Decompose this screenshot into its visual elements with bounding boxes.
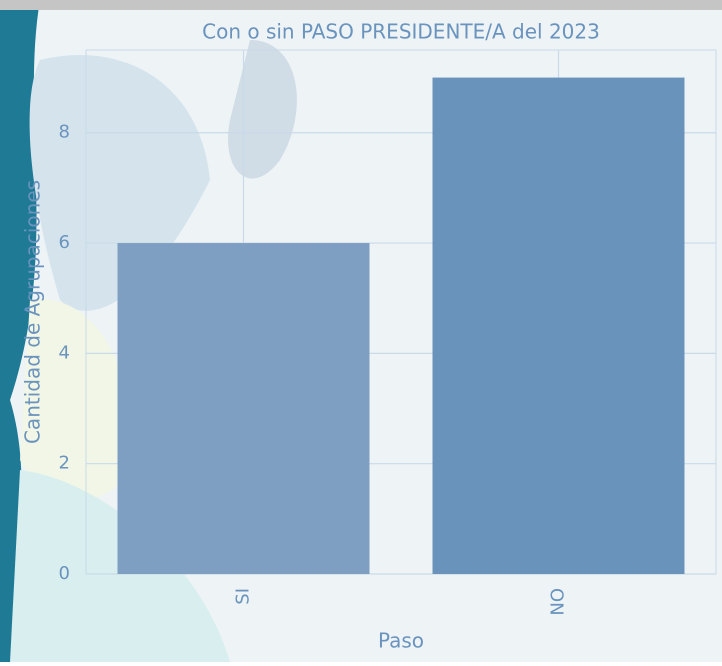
- y-tick-label: 8: [59, 122, 70, 143]
- bar: [117, 243, 370, 575]
- map-shape: [228, 40, 297, 179]
- y-tick-label: 2: [59, 453, 70, 474]
- y-tick-label: 6: [59, 232, 70, 253]
- y-axis-label: Cantidad de Agrupaciones: [21, 180, 45, 444]
- chart-title: Con o sin PASO PRESIDENTE/A del 2023: [202, 20, 600, 44]
- x-axis-label: Paso: [378, 629, 424, 653]
- map-shape: [20, 299, 132, 500]
- x-tick-label: SI: [233, 588, 254, 605]
- x-tick-label: NO: [548, 588, 569, 616]
- y-tick-label: 4: [59, 342, 70, 363]
- y-tick-label: 0: [59, 563, 70, 584]
- bar: [432, 77, 685, 574]
- top-bar: [0, 0, 722, 10]
- map-edge: [0, 0, 40, 662]
